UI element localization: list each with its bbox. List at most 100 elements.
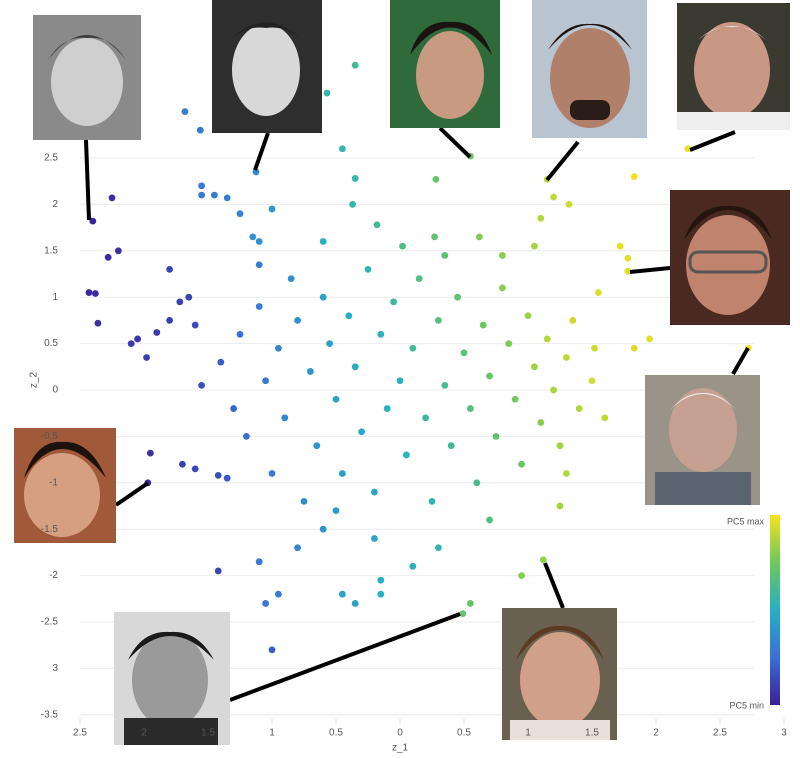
point bbox=[198, 182, 206, 190]
point bbox=[351, 363, 359, 371]
y-axis-label: z_2 bbox=[29, 372, 40, 389]
point bbox=[575, 405, 583, 412]
points-layer bbox=[85, 61, 752, 654]
point bbox=[459, 610, 467, 618]
face-photo bbox=[502, 608, 617, 740]
x-tick-label: 0.5 bbox=[329, 727, 343, 738]
y-tick-label: 2.5 bbox=[44, 153, 58, 164]
point bbox=[492, 433, 500, 440]
point bbox=[351, 61, 359, 69]
point bbox=[435, 544, 442, 552]
face-photo bbox=[390, 0, 500, 128]
face-images bbox=[14, 0, 790, 745]
point bbox=[565, 201, 573, 208]
point bbox=[319, 293, 327, 301]
point bbox=[518, 572, 525, 579]
x-tick-label: 1.5 bbox=[585, 727, 599, 738]
connector bbox=[731, 347, 750, 375]
point bbox=[275, 590, 282, 598]
point bbox=[181, 108, 189, 115]
point bbox=[569, 317, 577, 324]
point bbox=[243, 433, 250, 440]
point bbox=[185, 293, 193, 301]
point bbox=[563, 470, 570, 477]
point bbox=[153, 329, 161, 336]
point bbox=[499, 284, 506, 292]
point bbox=[531, 363, 538, 371]
point bbox=[143, 354, 150, 361]
point bbox=[432, 175, 440, 183]
point bbox=[475, 233, 483, 241]
point bbox=[403, 451, 410, 459]
point bbox=[223, 194, 231, 202]
point bbox=[319, 238, 327, 245]
point bbox=[415, 275, 423, 283]
face-photo bbox=[677, 3, 790, 130]
point bbox=[323, 89, 331, 97]
face-photo bbox=[114, 612, 230, 745]
point bbox=[85, 289, 93, 296]
point bbox=[214, 471, 222, 479]
point bbox=[349, 201, 357, 208]
point bbox=[373, 221, 381, 229]
face-photo bbox=[33, 15, 141, 140]
point bbox=[377, 576, 385, 584]
point bbox=[351, 600, 359, 607]
point bbox=[255, 303, 263, 310]
point bbox=[147, 449, 154, 457]
point bbox=[339, 145, 346, 153]
connector bbox=[84, 139, 91, 221]
x-tick-label: 0.5 bbox=[457, 727, 471, 738]
face-photo bbox=[14, 428, 116, 543]
connector bbox=[114, 481, 150, 507]
point bbox=[249, 233, 257, 241]
point bbox=[198, 381, 206, 389]
point bbox=[275, 344, 282, 352]
point bbox=[563, 354, 570, 361]
point bbox=[556, 442, 564, 450]
point bbox=[531, 242, 538, 250]
point bbox=[319, 525, 327, 533]
point bbox=[431, 233, 438, 241]
point bbox=[339, 590, 346, 598]
point bbox=[89, 217, 97, 225]
point bbox=[601, 414, 609, 422]
point bbox=[294, 544, 301, 552]
point bbox=[550, 386, 557, 394]
point bbox=[91, 290, 99, 297]
point bbox=[268, 646, 276, 654]
colorbar-min-label: PC5 min bbox=[729, 700, 764, 710]
x-tick-label: 1.5 bbox=[201, 727, 215, 738]
point bbox=[537, 214, 545, 222]
connector bbox=[689, 130, 736, 152]
point bbox=[300, 497, 308, 505]
point bbox=[236, 330, 244, 338]
point bbox=[262, 377, 269, 385]
point bbox=[252, 168, 260, 176]
point bbox=[441, 381, 449, 389]
connector bbox=[629, 266, 671, 274]
point bbox=[166, 265, 174, 273]
point bbox=[198, 191, 206, 199]
point bbox=[539, 556, 547, 564]
point bbox=[447, 442, 455, 450]
point bbox=[518, 460, 525, 468]
point bbox=[588, 377, 596, 385]
point bbox=[383, 405, 391, 412]
point bbox=[345, 312, 353, 320]
face-photo bbox=[212, 0, 322, 133]
point bbox=[473, 479, 481, 487]
point bbox=[595, 289, 602, 296]
point bbox=[537, 419, 545, 426]
point bbox=[499, 252, 506, 259]
point bbox=[196, 126, 204, 134]
x-tick-label: 1 bbox=[269, 727, 275, 738]
y-tick-label: 0.5 bbox=[44, 338, 58, 349]
point bbox=[505, 340, 513, 347]
point bbox=[556, 502, 564, 510]
point bbox=[624, 267, 632, 275]
point bbox=[467, 405, 474, 412]
connector bbox=[438, 126, 472, 159]
point bbox=[108, 194, 116, 202]
point bbox=[307, 368, 314, 375]
